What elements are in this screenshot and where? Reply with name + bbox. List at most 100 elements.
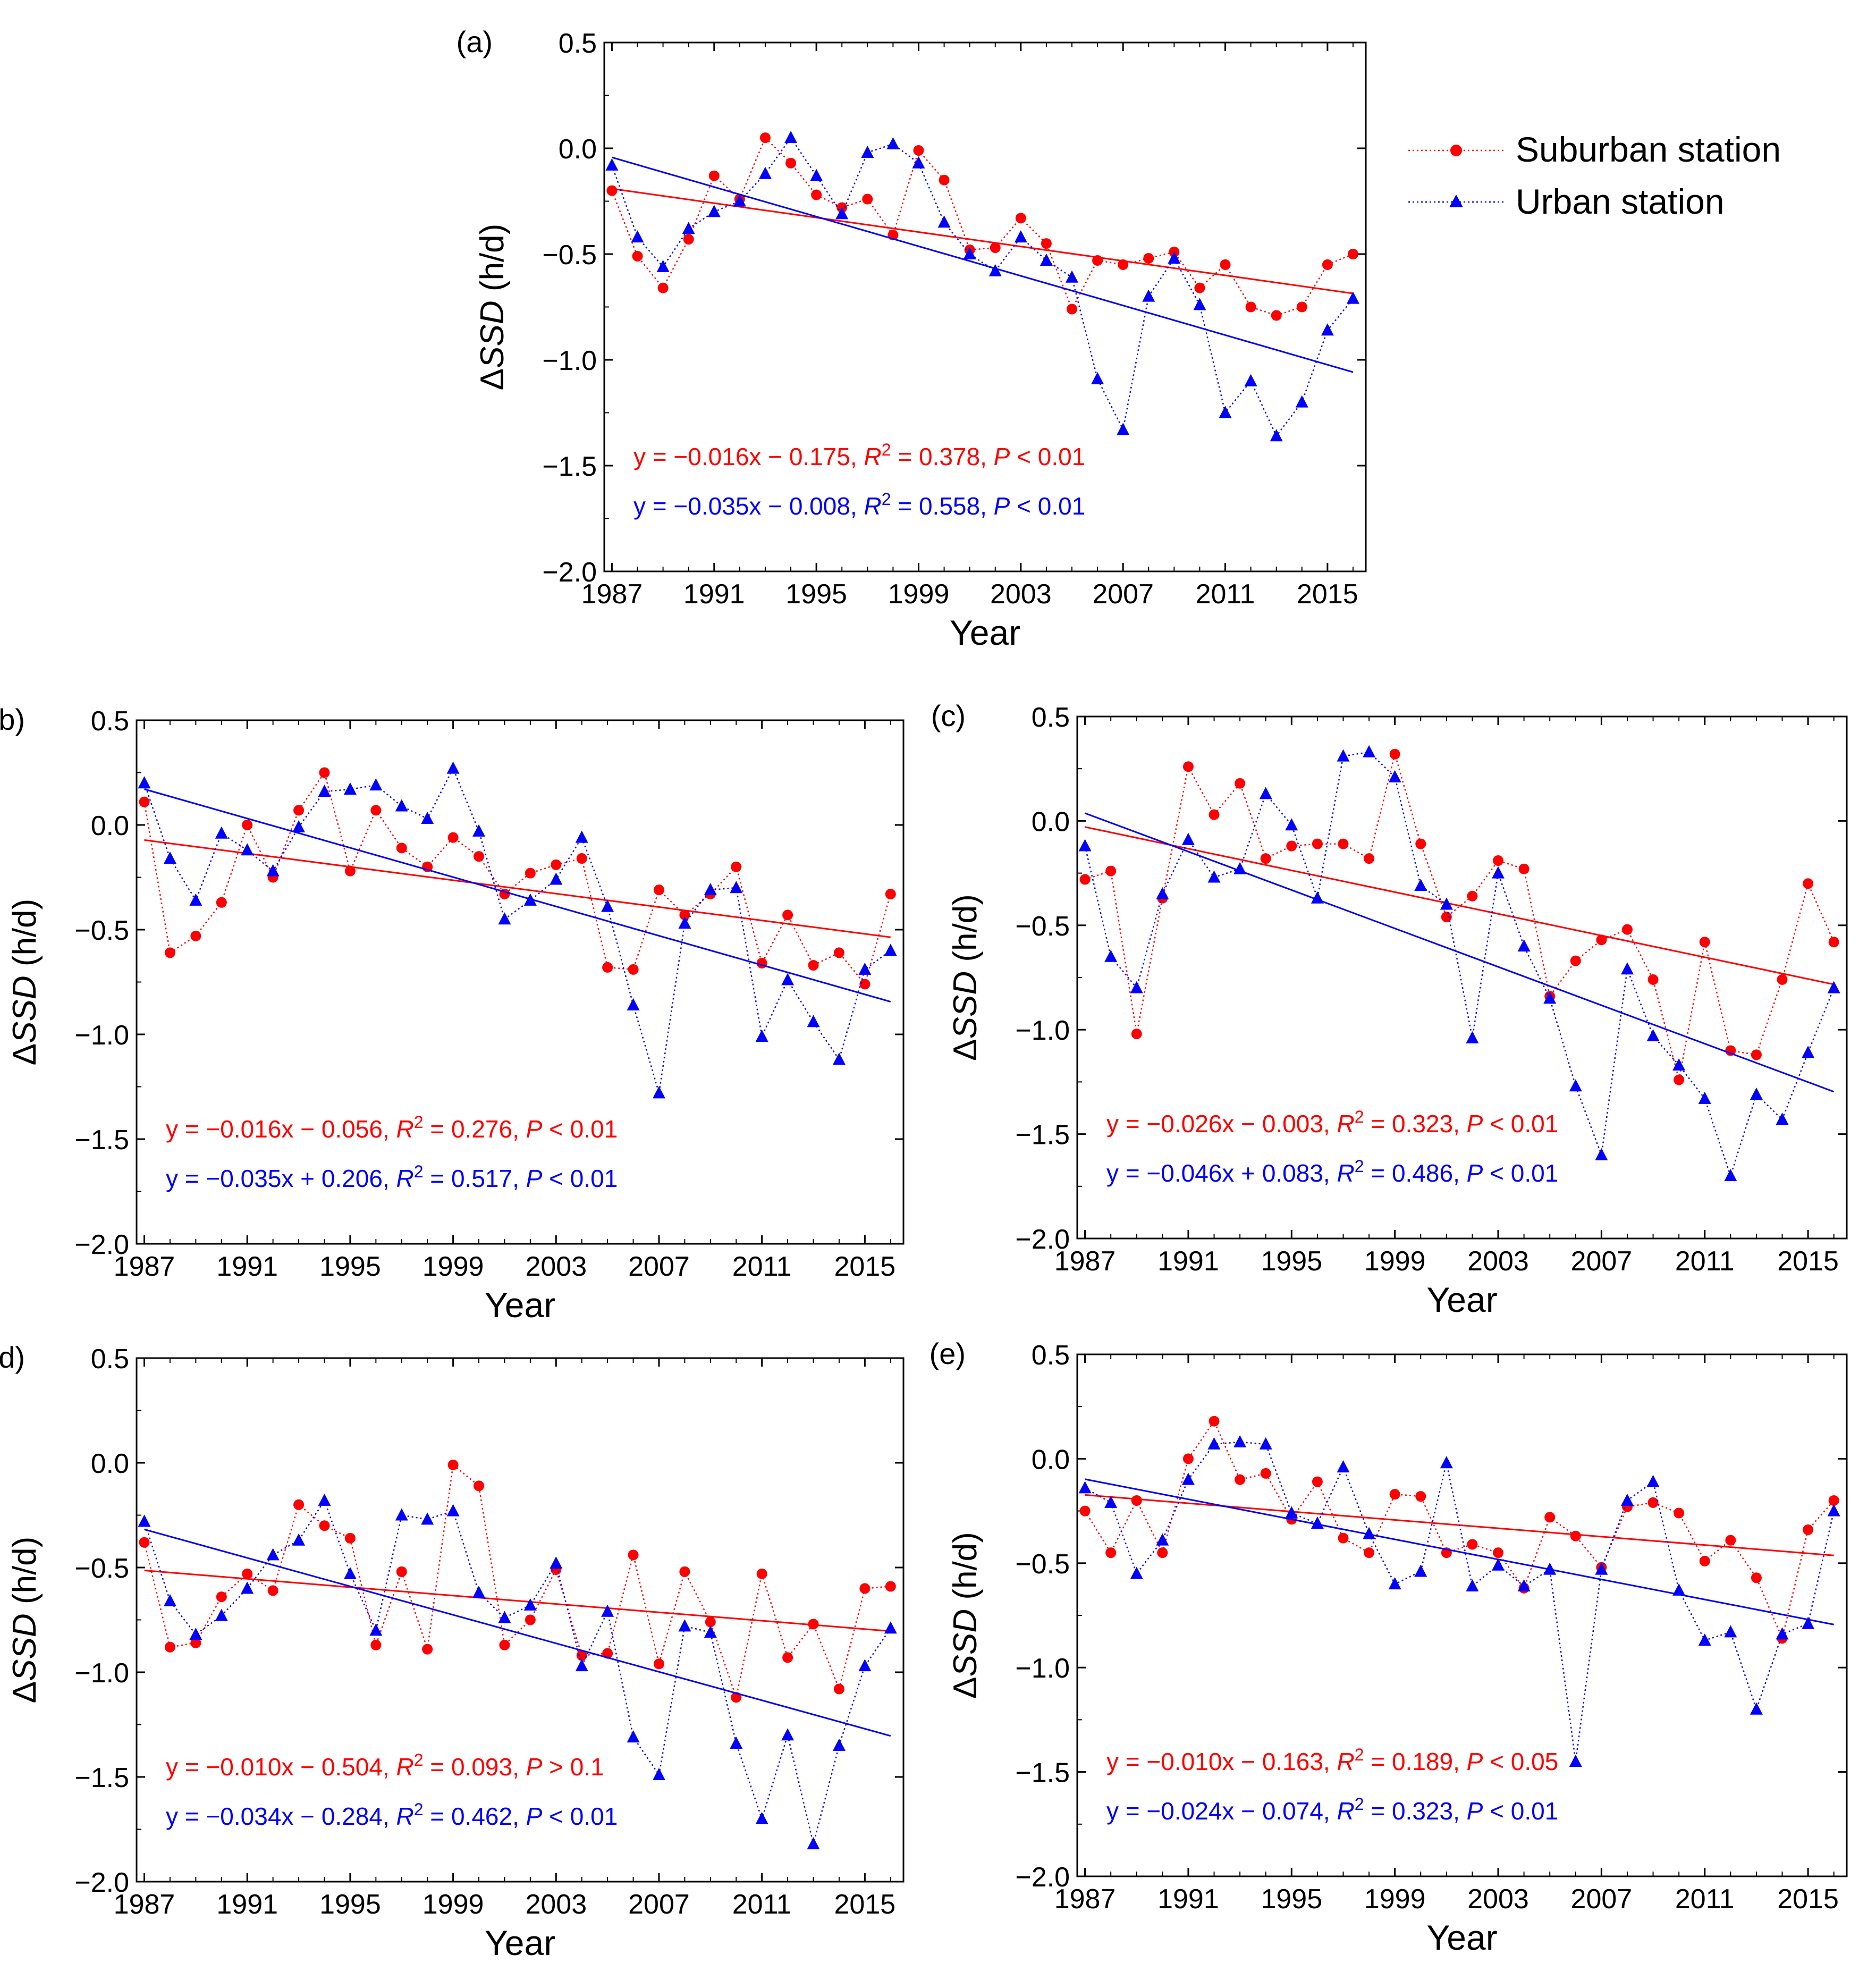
panel-e-suburban-point [1079,1505,1091,1516]
panel-b-xtick-label: 2011 [732,1251,792,1282]
panel-b-urban-point [498,912,511,925]
panel-c-urban-point [1311,891,1324,904]
panel-c-suburban-point [1751,1049,1762,1060]
panel-b-urban-point [421,812,434,824]
panel-b-urban-point [601,899,614,912]
panel-c-urban-point [1363,745,1376,757]
panel-d-suburban-fit-line [144,1570,891,1632]
legend-suburban-label: Suburban station [1516,130,1781,169]
panel-a-urban-point [937,215,951,228]
panel-a-suburban-point [683,234,694,245]
panel-a-suburban-point [606,185,618,196]
panel-d-urban-series-line [143,1499,891,1844]
panel-b-urban-series-line [143,766,891,1093]
panel-e-urban-point [1492,1558,1505,1571]
panel-c-xlabel: Year [1426,1280,1497,1319]
panel-e-suburban-point [1725,1535,1736,1546]
panel-d-suburban-equation: y = −0.010x − 0.504, R2 = 0.093, P > 0.1 [166,1750,604,1781]
panel-d-ytick-label: −2.0 [74,1867,129,1898]
panel-a-suburban-point [759,132,771,144]
panel-a-suburban-point [1347,249,1358,259]
panel-e-urban-point [1233,1435,1247,1447]
panel-e-urban-point [1207,1437,1221,1450]
panel-d-urban-point [755,1812,768,1824]
panel-d-suburban-point [756,1568,767,1579]
panel-d-urban-point [163,1594,176,1607]
panel-d-xlabel: Year [485,1923,555,1962]
panel-a-urban-point [988,264,1002,276]
panel-a-urban-point [1065,270,1078,283]
panel-b-ylabel: ΔSSD (h/d) [6,899,43,1066]
panel-b-suburban-point [190,930,201,941]
panel-e-suburban-point [1415,1491,1426,1502]
panel-b-suburban-series-line [143,771,892,986]
panel-d-suburban-point [474,1480,485,1492]
panel-e-ytick-label: −1.5 [1015,1758,1070,1789]
panel-e-suburban-series-line [1084,1420,1835,1641]
panel-c-urban-point [1517,939,1531,952]
panel-a-urban-fit-line [612,156,1354,373]
panel-d-suburban-point [447,1459,459,1470]
panel-c-urban-point [1724,1169,1737,1182]
panel-c-ylabel: ΔSSD (h/d) [947,894,984,1061]
panel-b-urban-point [523,893,537,906]
panel-e-ytick-label: −2.0 [1015,1862,1070,1893]
panel-c-ytick-label: 0.0 [1032,806,1070,837]
panel-e-urban-point [1698,1633,1711,1646]
panel-e-suburban-point [1235,1474,1246,1485]
panel-b-urban-point [678,916,691,929]
panel-e-urban-point [1130,1566,1143,1579]
panel-b-urban-point [215,826,228,839]
panel-e-ytick-label: −0.5 [1015,1549,1070,1580]
panel-a-suburban-point [811,189,822,200]
legend-suburban-marker [1450,145,1462,156]
panel-b-urban-point [575,830,588,843]
panel-c-urban-point [1285,818,1298,831]
panel-b-xtick-label: 2015 [834,1251,896,1282]
panel-a-suburban-point [1194,282,1205,293]
panel-c-urban-point [1827,981,1840,993]
panel-e-suburban-point [1338,1532,1349,1544]
panel-c-suburban-point [1467,890,1478,901]
panel-b-suburban-point [216,897,227,908]
panel-d-label: (d) [0,1341,25,1374]
panel-a-urban-point [1091,372,1104,384]
panel-b-urban-point [627,998,640,1010]
panel-a-ytick-label: −1.0 [542,346,597,376]
panel-a-urban-point [1219,406,1232,418]
panel-c-urban-fit-line [1085,812,1835,1093]
panel-e-suburban-point [1647,1497,1659,1508]
panel-b-xtick-label: 2007 [628,1251,690,1282]
panel-d-urban-point [215,1608,228,1621]
panel-a-urban-equation: y = −0.035x − 0.008, R2 = 0.558, P < 0.0… [633,490,1085,520]
panel-b-suburban-point [551,859,562,870]
panel-b-suburban-point [293,805,305,816]
panel-d-urban-point [832,1738,846,1751]
panel-e-xlabel: Year [1426,1918,1497,1957]
panel-d-urban-point [652,1768,665,1781]
panel-d-urban-equation: y = −0.034x − 0.284, R2 = 0.462, P < 0.0… [166,1800,618,1830]
panel-a-suburban-point [1245,301,1256,313]
panel-a-urban-point [912,156,925,168]
panel-e-urban-point [1078,1481,1092,1494]
panel-d-urban-point [627,1730,640,1743]
panel-b-ytick-label: −2.0 [74,1229,129,1260]
panel-c-urban-point [1259,787,1272,799]
panel-a-suburban-point [1271,310,1282,321]
panel-e-suburban-point [1467,1539,1478,1550]
panel-c-urban-point [1156,887,1169,899]
panel-c-suburban-point [1493,855,1504,866]
panel-b-suburban-fit-line [144,839,891,938]
panel-c-suburban-point [1777,974,1788,985]
panel-c-suburban-point [1312,838,1323,849]
panel-d-urban-point [472,1586,486,1598]
panel-d-urban-point [781,1728,795,1741]
panel-d-suburban-series-line [143,1463,891,1700]
panel-c-suburban-point [1182,761,1194,772]
panel-e-suburban-point [1312,1476,1323,1487]
panel-e-suburban-equation: y = −0.010x − 0.163, R2 = 0.189, P < 0.0… [1106,1745,1558,1775]
panel-a-urban-point [1193,298,1206,310]
